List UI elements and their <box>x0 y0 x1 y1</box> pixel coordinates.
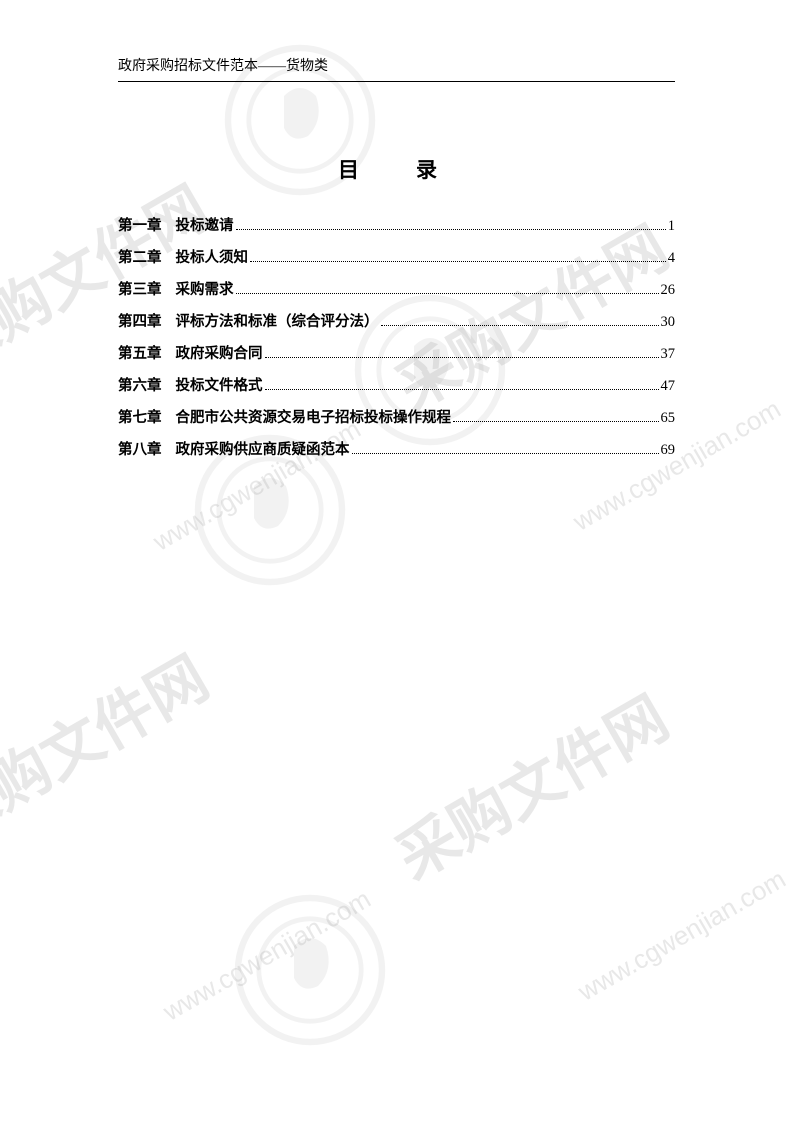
watermark-text: 采购文件网 <box>0 631 222 856</box>
page-number: 65 <box>661 410 676 427</box>
chapter-label: 第八章 <box>118 438 162 459</box>
page-number: 37 <box>661 346 676 363</box>
toc-dots <box>236 293 659 294</box>
watermark-url: www.cgwenjian.com <box>158 884 376 1028</box>
toc-entry: 第六章 投标文件格式 47 <box>118 374 675 395</box>
toc-entry: 第一章 投标邀请 1 <box>118 214 675 235</box>
chapter-title: 评标方法和标准（综合评分法） <box>176 310 379 331</box>
toc-dots <box>352 453 659 454</box>
page-number: 47 <box>661 378 676 395</box>
chapter-label: 第二章 <box>118 246 162 267</box>
watermark-logo <box>230 890 390 1050</box>
chapter-label: 第五章 <box>118 342 162 363</box>
toc-entry: 第七章 合肥市公共资源交易电子招标投标操作规程 65 <box>118 406 675 427</box>
toc-entry: 第五章 政府采购合同 37 <box>118 342 675 363</box>
toc-entry: 第四章 评标方法和标准（综合评分法） 30 <box>118 310 675 331</box>
chapter-label: 第一章 <box>118 214 162 235</box>
toc-entry: 第三章 采购需求 26 <box>118 278 675 299</box>
toc-entry: 第二章 投标人须知 4 <box>118 246 675 267</box>
chapter-title: 政府采购合同 <box>176 342 263 363</box>
chapter-title: 投标人须知 <box>176 246 249 267</box>
toc-entry: 第八章 政府采购供应商质疑函范本 69 <box>118 438 675 459</box>
chapter-title: 采购需求 <box>176 278 234 299</box>
page-content: 政府采购招标文件范本——货物类 目 录 第一章 投标邀请 1 第二章 投标人须知… <box>0 0 793 459</box>
toc-dots <box>236 229 666 230</box>
toc-dots <box>265 389 659 390</box>
page-title: 目 录 <box>118 154 675 184</box>
watermark-text: 采购文件网 <box>378 671 681 896</box>
page-number: 1 <box>668 218 675 235</box>
header-text: 政府采购招标文件范本——货物类 <box>118 55 675 81</box>
chapter-title: 政府采购供应商质疑函范本 <box>176 438 350 459</box>
chapter-label: 第四章 <box>118 310 162 331</box>
chapter-label: 第六章 <box>118 374 162 395</box>
page-number: 69 <box>661 442 676 459</box>
chapter-label: 第三章 <box>118 278 162 299</box>
watermark-url: www.cgwenjian.com <box>573 864 791 1008</box>
page-number: 4 <box>668 250 675 267</box>
toc-dots <box>250 261 666 262</box>
header-underline <box>118 81 675 82</box>
toc-dots <box>265 357 659 358</box>
page-number: 30 <box>661 314 676 331</box>
toc-dots <box>453 421 659 422</box>
chapter-title: 合肥市公共资源交易电子招标投标操作规程 <box>176 406 452 427</box>
chapter-title: 投标邀请 <box>176 214 234 235</box>
chapter-label: 第七章 <box>118 406 162 427</box>
chapter-title: 投标文件格式 <box>176 374 263 395</box>
page-number: 26 <box>661 282 676 299</box>
toc-dots <box>381 325 659 326</box>
